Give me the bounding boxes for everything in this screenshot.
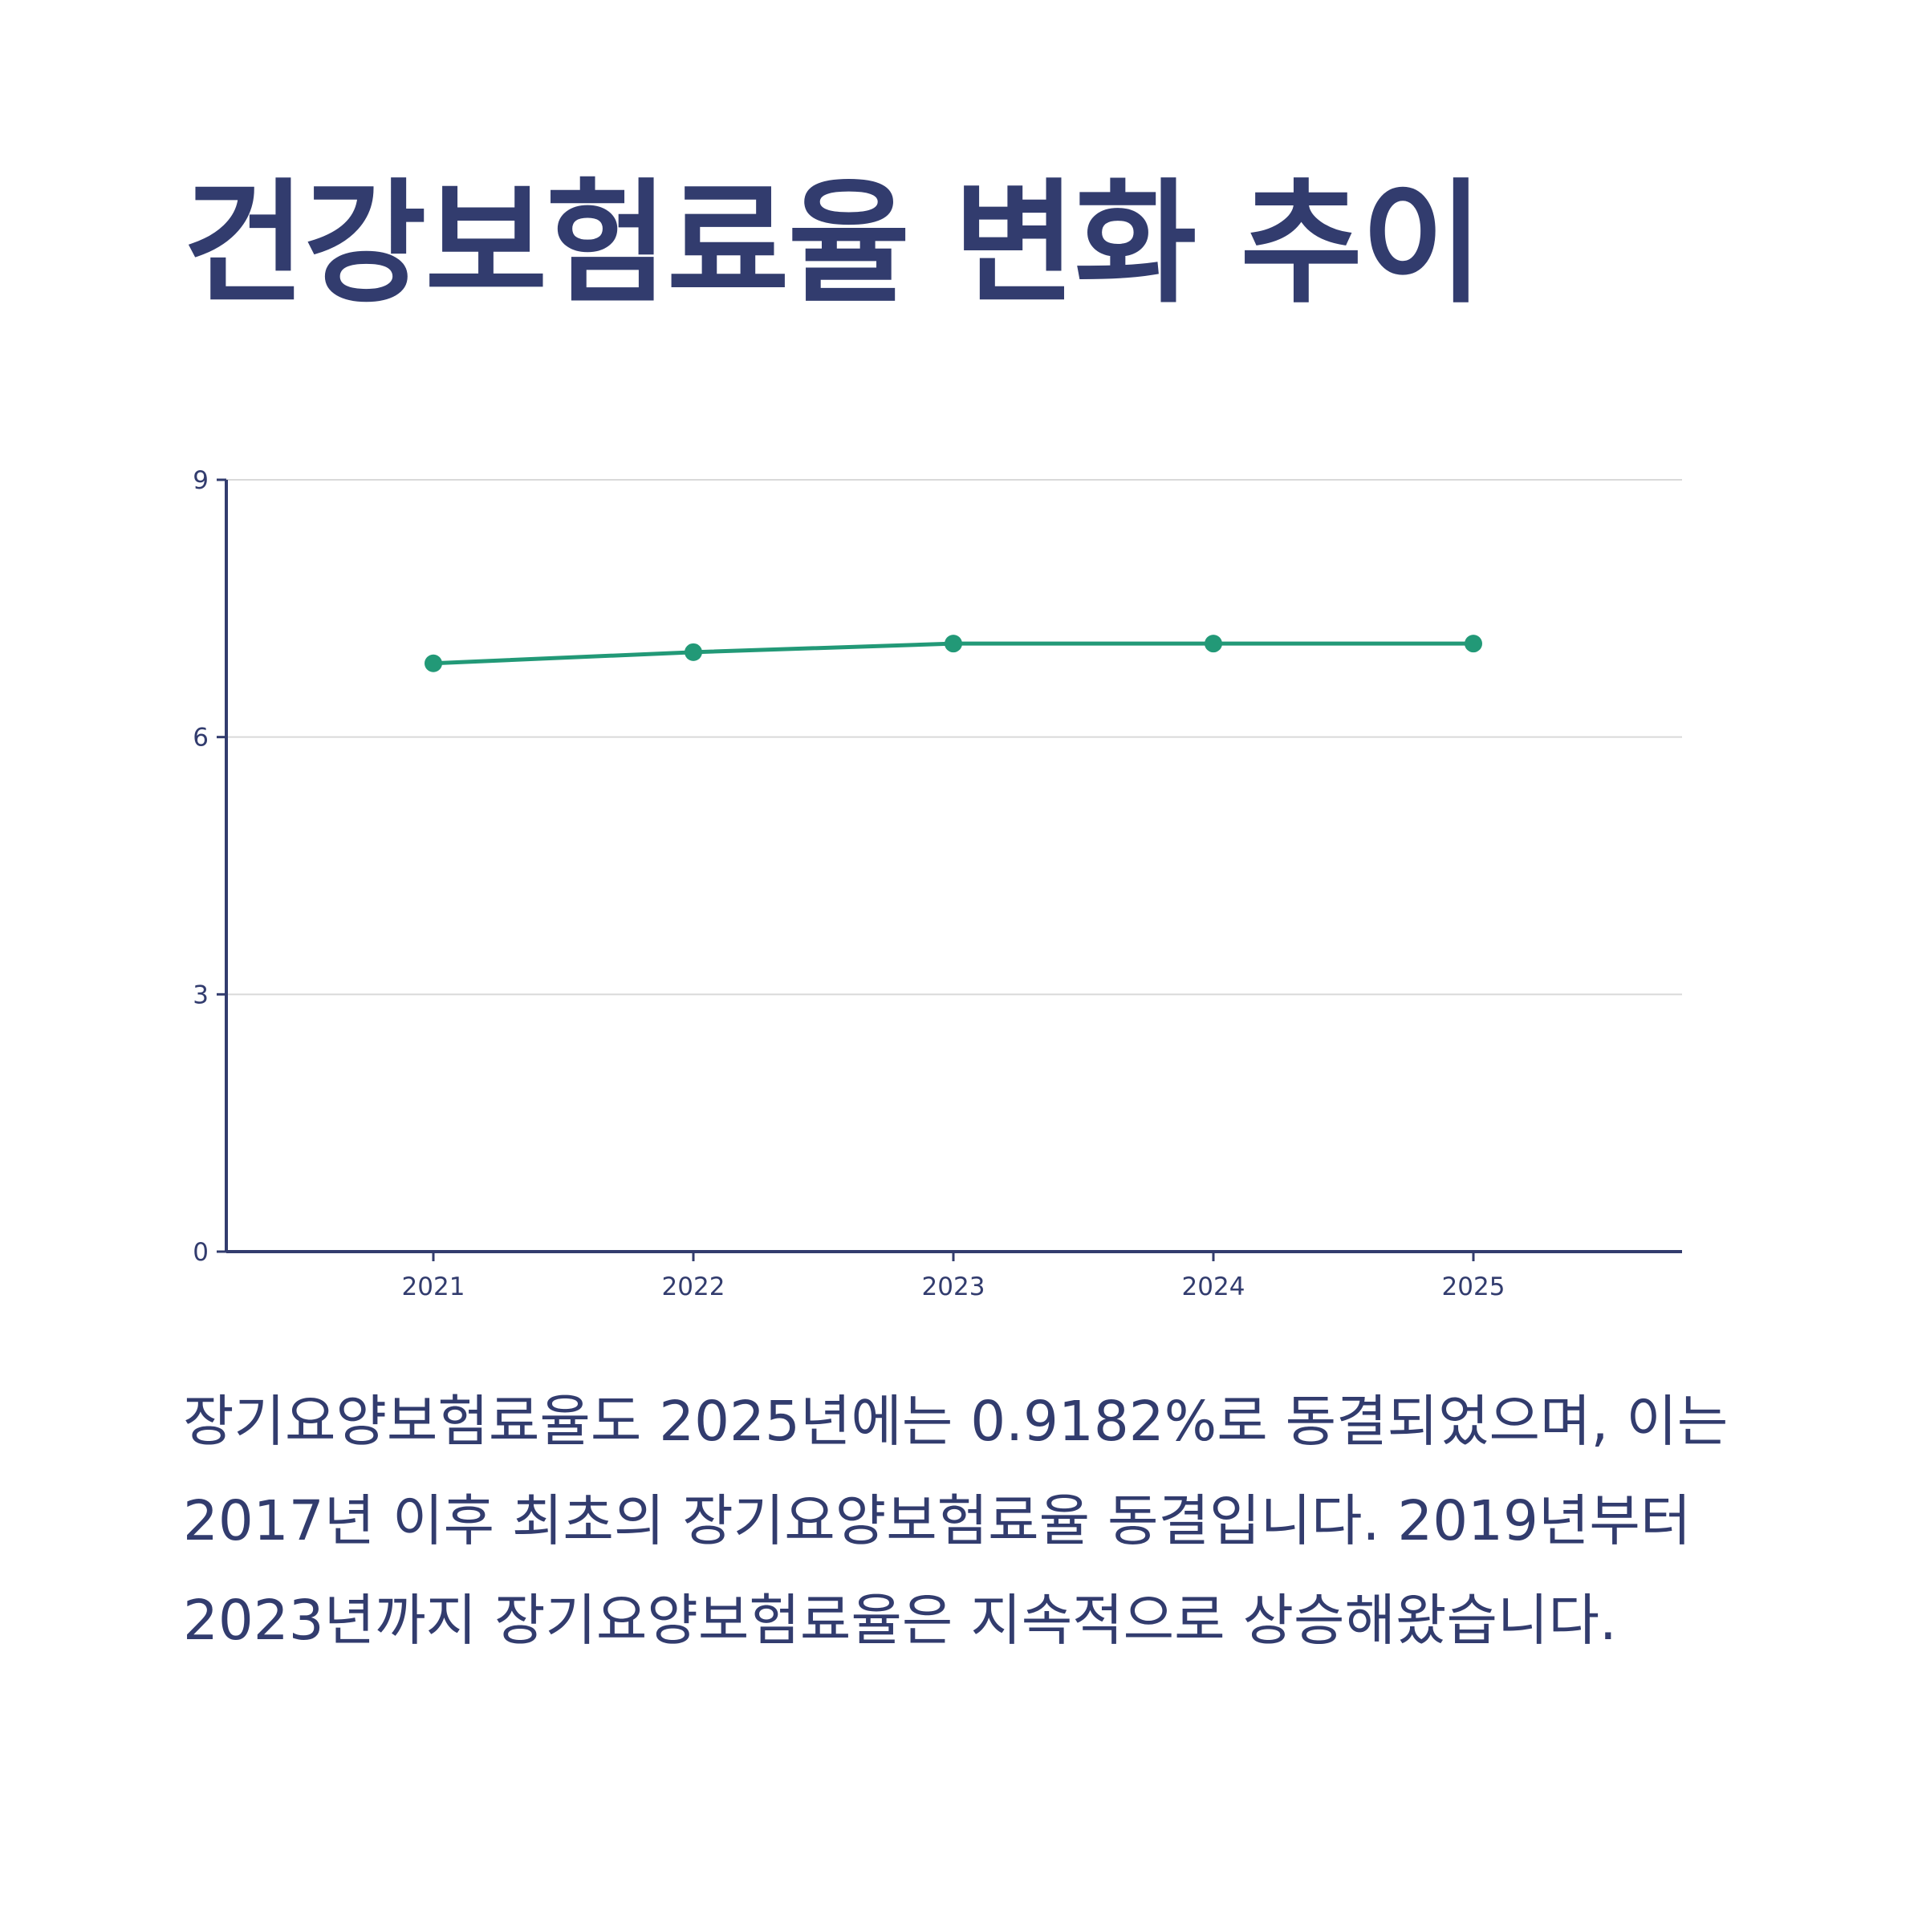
data-point xyxy=(425,654,442,672)
data-point xyxy=(1465,635,1482,653)
description-text: 장기요양보험료율도 2025년에는 0.9182%로 동결되었으며, 이는 20… xyxy=(183,1390,1729,1653)
page-title: 건강보험료율 변화 추이 xyxy=(183,167,1484,322)
x-tick-label: 2021 xyxy=(402,1272,465,1301)
grid-lines xyxy=(226,479,1682,996)
axes: 0 3 6 9 2021 2022 2023 2024 2025 xyxy=(193,466,1682,1301)
x-tick-label: 2023 xyxy=(922,1272,985,1301)
x-tick-label: 2024 xyxy=(1182,1272,1245,1301)
y-tick-label: 0 xyxy=(193,1238,209,1267)
data-point xyxy=(685,643,702,661)
y-tick-label: 6 xyxy=(193,724,209,753)
y-tick-label: 3 xyxy=(193,980,209,1009)
x-tick-label: 2022 xyxy=(662,1272,725,1301)
x-tick-label: 2025 xyxy=(1442,1272,1505,1301)
data-point xyxy=(1205,635,1222,653)
line-chart: 0 3 6 9 2021 2022 2023 2024 2025 xyxy=(193,466,1682,1301)
data-point xyxy=(945,635,962,653)
y-tick-label: 9 xyxy=(193,466,209,495)
series xyxy=(425,635,1482,672)
